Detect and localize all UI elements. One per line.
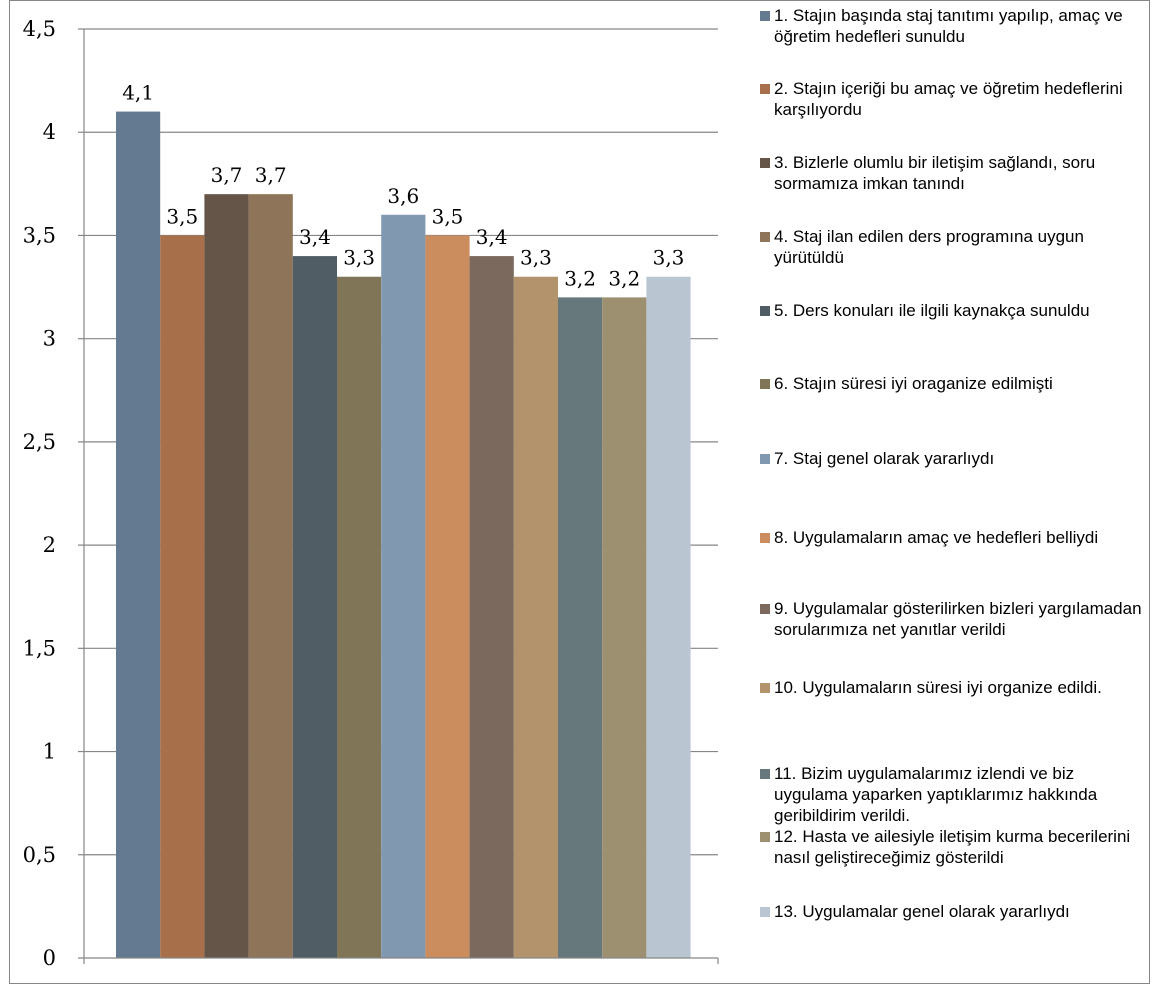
bar <box>160 235 205 958</box>
data-label: 3,3 <box>653 246 685 270</box>
legend-item: 5. Ders konuları ile ilgili kaynakça sun… <box>760 300 1145 321</box>
legend-swatch <box>760 11 770 21</box>
data-label: 3,3 <box>343 246 375 270</box>
y-tick-label: 3 <box>43 327 56 351</box>
y-tick-label: 2 <box>43 533 56 557</box>
y-tick-label: 4,5 <box>23 17 56 41</box>
legend-item: 13. Uygulamalar genel olarak yararlıydı <box>760 901 1145 922</box>
data-label: 3,2 <box>564 266 596 290</box>
legend-item: 3. Bizlerle olumlu bir iletişim sağlandı… <box>760 152 1145 194</box>
bar <box>204 194 249 959</box>
bar <box>381 214 426 959</box>
legend-label: 8. Uygulamaların amaç ve hedefleri belli… <box>774 528 1099 547</box>
legend-label: 9. Uygulamalar gösterilirken bizleri yar… <box>774 599 1142 639</box>
data-label: 3,4 <box>476 225 508 249</box>
y-tick-label: 1,5 <box>23 636 56 660</box>
legend-item: 6. Stajın süresi iyi oraganize edilmişti <box>760 373 1145 394</box>
data-label: 4,1 <box>122 81 154 105</box>
legend-label: 11. Bizim uygulamalarımız izlendi ve biz… <box>774 764 1098 825</box>
legend-label: 4. Staj ilan edilen ders programına uygu… <box>774 227 1084 267</box>
y-tick-label: 0 <box>43 946 56 970</box>
y-tick-label: 1 <box>43 740 56 764</box>
legend-swatch <box>760 158 770 168</box>
data-label: 3,5 <box>432 204 464 228</box>
bar <box>116 111 161 959</box>
bar <box>558 297 603 958</box>
data-label: 3,7 <box>255 163 287 187</box>
legend-swatch <box>760 454 770 464</box>
y-tick-label: 4 <box>43 120 56 144</box>
legend-item: 12. Hasta ve ailesiyle iletişim kurma be… <box>760 826 1145 868</box>
bar <box>513 276 558 958</box>
chart-frame <box>9 0 1150 984</box>
data-label: 3,4 <box>299 225 331 249</box>
legend-swatch <box>760 769 770 779</box>
legend-label: 2. Stajın içeriği bu amaç ve öğretim hed… <box>774 79 1123 119</box>
legend-swatch <box>760 604 770 614</box>
legend-label: 10. Uygulamaların süresi iyi organize ed… <box>774 678 1102 697</box>
bar <box>602 297 647 958</box>
legend-swatch <box>760 533 770 543</box>
y-tick-label: 3,5 <box>23 223 56 247</box>
legend-swatch <box>760 379 770 389</box>
legend-item: 11. Bizim uygulamalarımız izlendi ve biz… <box>760 763 1145 826</box>
legend-label: 1. Stajın başında staj tanıtımı yapılıp,… <box>774 6 1123 46</box>
legend-swatch <box>760 232 770 242</box>
bar <box>646 276 691 958</box>
legend-swatch <box>760 683 770 693</box>
data-label: 3,5 <box>166 204 198 228</box>
legend-item: 10. Uygulamaların süresi iyi organize ed… <box>760 677 1145 698</box>
legend-label: 12. Hasta ve ailesiyle iletişim kurma be… <box>774 827 1131 867</box>
legend-swatch <box>760 84 770 94</box>
y-tick-label: 0,5 <box>23 843 56 867</box>
bar <box>248 194 293 959</box>
legend-swatch <box>760 306 770 316</box>
data-label: 3,6 <box>387 184 419 208</box>
data-label: 3,7 <box>211 163 243 187</box>
legend-label: 5. Ders konuları ile ilgili kaynakça sun… <box>774 301 1090 320</box>
bar <box>425 235 470 958</box>
legend-item: 8. Uygulamaların amaç ve hedefleri belli… <box>760 527 1145 548</box>
legend-swatch <box>760 907 770 917</box>
legend-item: 1. Stajın başında staj tanıtımı yapılıp,… <box>760 5 1145 47</box>
bar <box>337 276 382 958</box>
data-label: 3,3 <box>520 246 552 270</box>
legend-swatch <box>760 832 770 842</box>
legend-label: 3. Bizlerle olumlu bir iletişim sağlandı… <box>774 153 1096 193</box>
y-tick-label: 2,5 <box>23 430 56 454</box>
legend-label: 7. Staj genel olarak yararlıydı <box>774 449 995 468</box>
data-label: 3,2 <box>608 266 640 290</box>
bar <box>469 256 514 959</box>
legend-label: 6. Stajın süresi iyi oraganize edilmişti <box>774 374 1053 393</box>
legend-item: 4. Staj ilan edilen ders programına uygu… <box>760 226 1145 268</box>
bar <box>292 256 337 959</box>
legend-item: 2. Stajın içeriği bu amaç ve öğretim hed… <box>760 78 1145 120</box>
legend-item: 7. Staj genel olarak yararlıydı <box>760 448 1145 469</box>
legend-item: 9. Uygulamalar gösterilirken bizleri yar… <box>760 598 1145 640</box>
legend-label: 13. Uygulamalar genel olarak yararlıydı <box>774 902 1070 921</box>
